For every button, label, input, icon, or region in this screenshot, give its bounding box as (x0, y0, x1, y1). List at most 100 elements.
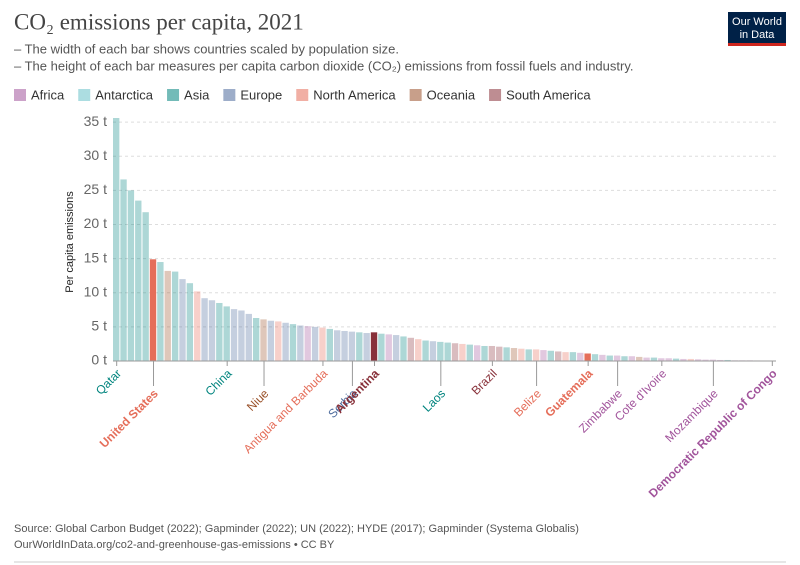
bar (680, 358, 687, 361)
legend-label: Antarctica (95, 87, 154, 102)
legend-label: North America (313, 87, 396, 102)
bar (488, 345, 496, 361)
bar (562, 352, 569, 361)
bar (348, 331, 356, 361)
bar (555, 351, 562, 361)
logo (728, 12, 786, 46)
bar (481, 345, 488, 361)
legend-swatch (296, 89, 309, 101)
bar (702, 359, 709, 361)
bar (245, 313, 252, 361)
bar (466, 344, 473, 361)
y-tick-label: 15 t (84, 249, 107, 265)
x-tick-label: Belize (511, 386, 544, 419)
bar (370, 332, 378, 361)
bar (179, 279, 186, 361)
y-tick-label: 10 t (84, 283, 107, 299)
bar (230, 309, 238, 361)
y-tick-label: 25 t (84, 181, 107, 197)
bar (694, 359, 702, 361)
x-tick-label: United States (97, 386, 161, 450)
bar (650, 357, 658, 361)
bar (385, 334, 392, 361)
bar (164, 270, 171, 361)
bar (459, 343, 466, 361)
bar (186, 283, 194, 361)
legend-label: Africa (31, 87, 65, 102)
legend-label: South America (506, 87, 591, 102)
bar (547, 350, 554, 361)
bar (577, 352, 584, 361)
bar (599, 354, 606, 361)
bar (451, 343, 459, 361)
bar (363, 333, 370, 361)
y-tick-label: 20 t (84, 215, 107, 231)
legend-swatch (489, 89, 502, 101)
x-tick-label: Argentina (332, 366, 382, 416)
legend-swatch (78, 89, 91, 101)
y-tick-label: 5 t (91, 318, 107, 334)
x-tick-label: Brazil (469, 366, 500, 397)
bar (311, 326, 319, 361)
bar (643, 357, 650, 361)
bar (208, 300, 216, 361)
legend-label: Europe (240, 87, 282, 102)
bar (658, 358, 665, 361)
bar (628, 356, 636, 361)
x-tick-label: Niue (244, 386, 272, 414)
bar (304, 326, 311, 361)
bar (142, 212, 149, 361)
bar (665, 358, 672, 361)
bar (422, 340, 429, 361)
bar (120, 179, 127, 361)
bar (127, 190, 135, 361)
y-tick-label: 30 t (84, 147, 107, 163)
subtitle: – The width of each bar shows countries … (14, 41, 399, 56)
bar (437, 341, 444, 361)
bar (407, 337, 415, 361)
bar (319, 327, 326, 361)
bar (223, 306, 230, 361)
bar (289, 324, 297, 361)
bar (636, 356, 643, 361)
subtitle: – The height of each bar measures per ca… (14, 58, 633, 73)
bar (540, 350, 547, 361)
chart-title: CO₂ emissions per capita, 2021 (14, 9, 304, 34)
bar (709, 359, 717, 361)
bar (613, 355, 621, 361)
bar (584, 353, 591, 361)
bar (378, 333, 385, 361)
bar (260, 319, 267, 361)
bar (171, 271, 179, 361)
bar (621, 356, 628, 361)
bar (275, 321, 282, 361)
bar (157, 262, 164, 361)
bar (724, 359, 731, 361)
logo-text: in Data (740, 29, 776, 41)
bar (672, 358, 680, 361)
bar (569, 352, 577, 361)
logo-text: Our World (732, 16, 782, 28)
bar (392, 335, 400, 361)
bar (444, 342, 451, 361)
bar (341, 330, 348, 361)
y-tick-label: 0 t (91, 352, 107, 368)
bar (717, 359, 724, 361)
bar (415, 339, 422, 361)
bar (297, 325, 304, 361)
source: Source: Global Carbon Budget (2022); Gap… (14, 523, 579, 535)
bar (238, 310, 245, 361)
bar (149, 259, 157, 361)
bar (334, 330, 341, 361)
bar (591, 354, 599, 361)
legend-label: Asia (184, 87, 210, 102)
x-tick-label: China (202, 366, 234, 398)
bar (510, 348, 518, 361)
x-tick-label: Laos (420, 386, 448, 414)
legend-swatch (409, 89, 422, 101)
bar (532, 349, 540, 361)
bar (503, 347, 510, 361)
bar (525, 349, 532, 361)
bar (496, 346, 503, 361)
